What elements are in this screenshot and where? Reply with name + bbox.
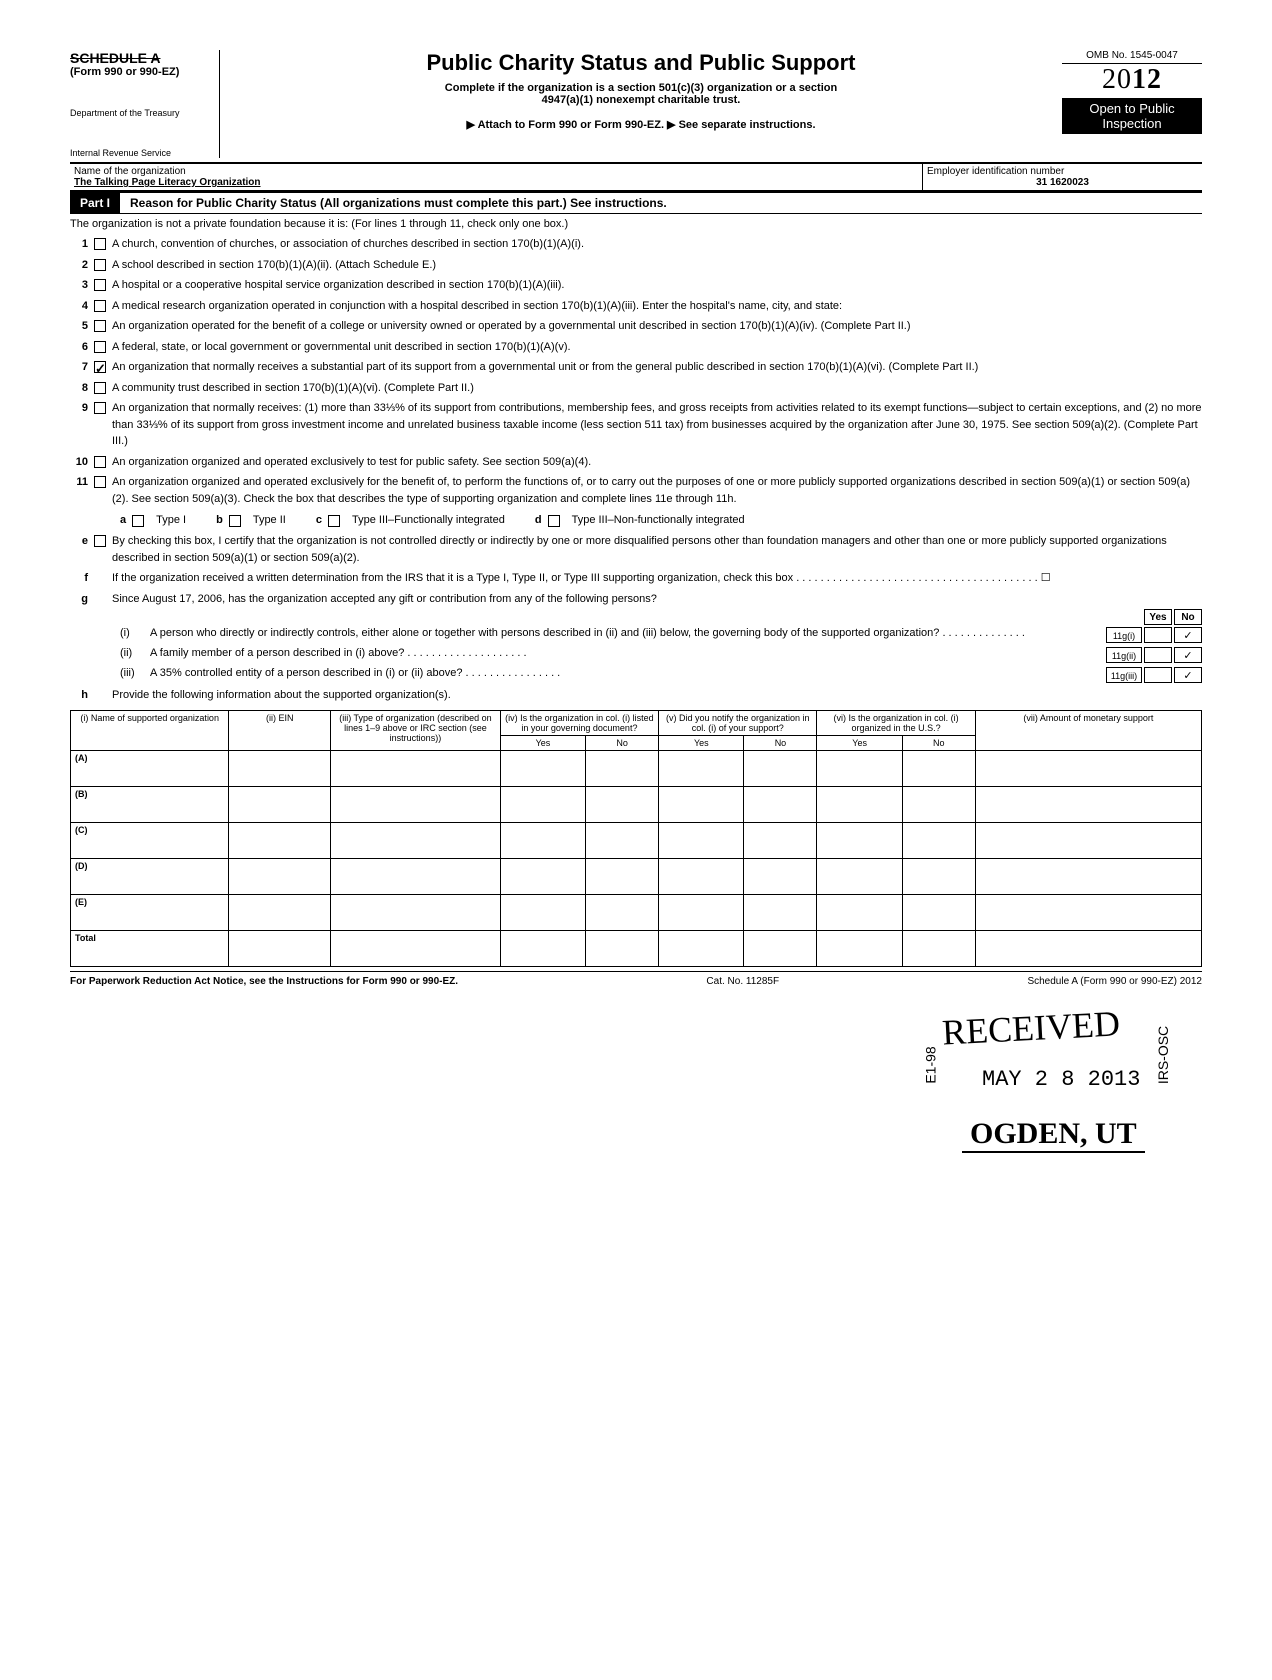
omb-number: OMB No. 1545-0047 — [1062, 50, 1202, 64]
box-11gii: 11g(ii) — [1106, 647, 1142, 663]
checkbox-5[interactable] — [94, 320, 106, 332]
line-10: 10 An organization organized and operate… — [70, 452, 1202, 473]
col-us: (vi) Is the organization in col. (i) org… — [817, 710, 975, 735]
line-9: 9 An organization that normally receives… — [70, 398, 1202, 452]
footer-cat: Cat. No. 11285F — [706, 976, 779, 987]
line-7: 7 An organization that normally receives… — [70, 357, 1202, 378]
col-name: (i) Name of supported organization — [71, 710, 229, 750]
dept-irs: Internal Revenue Service — [70, 148, 211, 158]
line-11e: e By checking this box, I certify that t… — [70, 531, 1202, 568]
table-row-total: Total — [71, 930, 1202, 966]
part1-header: Part I Reason for Public Charity Status … — [70, 191, 1202, 214]
line-11g: g Since August 17, 2006, has the organiz… — [70, 589, 1202, 610]
col-listed: (iv) Is the organization in col. (i) lis… — [500, 710, 658, 735]
type-row: aType I bType II cType III–Functionally … — [70, 509, 1202, 531]
attach-instruction: ▶ Attach to Form 990 or Form 990-EZ. ▶ S… — [230, 118, 1052, 131]
checkbox-4[interactable] — [94, 300, 106, 312]
received-stamp: E1-98 RECEIVED MAY 2 8 2013 OGDEN, UT IR… — [882, 997, 1202, 1197]
page-footer: For Paperwork Reduction Act Notice, see … — [70, 971, 1202, 987]
yes-no-header: Yes No — [70, 609, 1202, 625]
check-11giii-yes[interactable] — [1144, 667, 1172, 683]
line-11f: f If the organization received a written… — [70, 568, 1202, 589]
question-11gii: (ii) A family member of a person describ… — [70, 645, 1202, 665]
checkbox-type3[interactable] — [328, 515, 340, 527]
part1-intro: The organization is not a private founda… — [70, 214, 1202, 234]
checkbox-type2[interactable] — [229, 515, 241, 527]
table-row: (C) — [71, 822, 1202, 858]
table-row: (E) — [71, 894, 1202, 930]
stamp-received: RECEIVED — [941, 1002, 1121, 1053]
stamp-irs: IRS-OSC — [1155, 1025, 1171, 1083]
table-row: (B) — [71, 786, 1202, 822]
line-8: 8 A community trust described in section… — [70, 378, 1202, 399]
checkbox-9[interactable] — [94, 402, 106, 414]
ein-value: 31 1620023 — [927, 177, 1198, 188]
stamp-date: MAY 2 8 2013 — [982, 1067, 1140, 1092]
col-ein: (ii) EIN — [229, 710, 331, 750]
stamp-e198: E1-98 — [923, 1046, 939, 1083]
dept-treasury: Department of the Treasury — [70, 108, 211, 118]
checkbox-10[interactable] — [94, 456, 106, 468]
checkbox-11e[interactable] — [94, 535, 106, 547]
line-3: 3 A hospital or a cooperative hospital s… — [70, 275, 1202, 296]
question-11giii: (iii) A 35% controlled entity of a perso… — [70, 665, 1202, 685]
check-11gi-yes[interactable] — [1144, 627, 1172, 643]
line-5: 5 An organization operated for the benef… — [70, 316, 1202, 337]
checkbox-7[interactable] — [94, 361, 106, 373]
line-11: 11 An organization organized and operate… — [70, 472, 1202, 509]
footer-schedule: Schedule A (Form 990 or 990-EZ) 2012 — [1027, 976, 1202, 987]
tax-year: 2012 — [1062, 64, 1202, 96]
form-header: SCHEDULE A (Form 990 or 990-EZ) Departme… — [70, 50, 1202, 164]
col-notify: (v) Did you notify the organization in c… — [659, 710, 817, 735]
table-row: (D) — [71, 858, 1202, 894]
checkbox-1[interactable] — [94, 238, 106, 250]
box-11gi: 11g(i) — [1106, 627, 1142, 643]
line-11h: h Provide the following information abou… — [70, 685, 1202, 706]
name-label: Name of the organization — [74, 166, 918, 177]
form-subtitle2: 4947(a)(1) nonexempt charitable trust. — [230, 94, 1052, 106]
part1-label: Part I — [70, 193, 120, 213]
stamp-ogden: OGDEN, UT — [962, 1117, 1145, 1153]
open-public: Open to Public Inspection — [1062, 98, 1202, 134]
table-row: (A) — [71, 750, 1202, 786]
box-11giii: 11g(iii) — [1106, 667, 1142, 683]
checkbox-3[interactable] — [94, 279, 106, 291]
form-title: Public Charity Status and Public Support — [230, 50, 1052, 76]
org-name: The Talking Page Literacy Organization — [74, 177, 918, 188]
check-11giii-no[interactable]: ✓ — [1174, 667, 1202, 683]
question-11gi: (i) A person who directly or indirectly … — [70, 625, 1202, 645]
checkbox-2[interactable] — [94, 259, 106, 271]
schedule-label: SCHEDULE A — [70, 50, 211, 66]
checkbox-8[interactable] — [94, 382, 106, 394]
checkbox-6[interactable] — [94, 341, 106, 353]
check-11gi-no[interactable]: ✓ — [1174, 627, 1202, 643]
line-6: 6 A federal, state, or local government … — [70, 337, 1202, 358]
line-2: 2 A school described in section 170(b)(1… — [70, 255, 1202, 276]
part1-title: Reason for Public Charity Status (All or… — [120, 196, 667, 210]
supported-org-table: (i) Name of supported organization (ii) … — [70, 710, 1202, 967]
line-4: 4 A medical research organization operat… — [70, 296, 1202, 317]
ein-label: Employer identification number — [927, 166, 1198, 177]
form-label: (Form 990 or 990-EZ) — [70, 66, 211, 78]
checkbox-type4[interactable] — [548, 515, 560, 527]
col-amount: (vii) Amount of monetary support — [975, 710, 1201, 750]
footer-paperwork: For Paperwork Reduction Act Notice, see … — [70, 976, 458, 987]
check-11gii-no[interactable]: ✓ — [1174, 647, 1202, 663]
checkbox-type1[interactable] — [132, 515, 144, 527]
form-subtitle1: Complete if the organization is a sectio… — [230, 82, 1052, 94]
org-row: Name of the organization The Talking Pag… — [70, 164, 1202, 191]
line-1: 1 A church, convention of churches, or a… — [70, 234, 1202, 255]
checkbox-11[interactable] — [94, 476, 106, 488]
col-type: (iii) Type of organization (described on… — [331, 710, 501, 750]
check-11gii-yes[interactable] — [1144, 647, 1172, 663]
